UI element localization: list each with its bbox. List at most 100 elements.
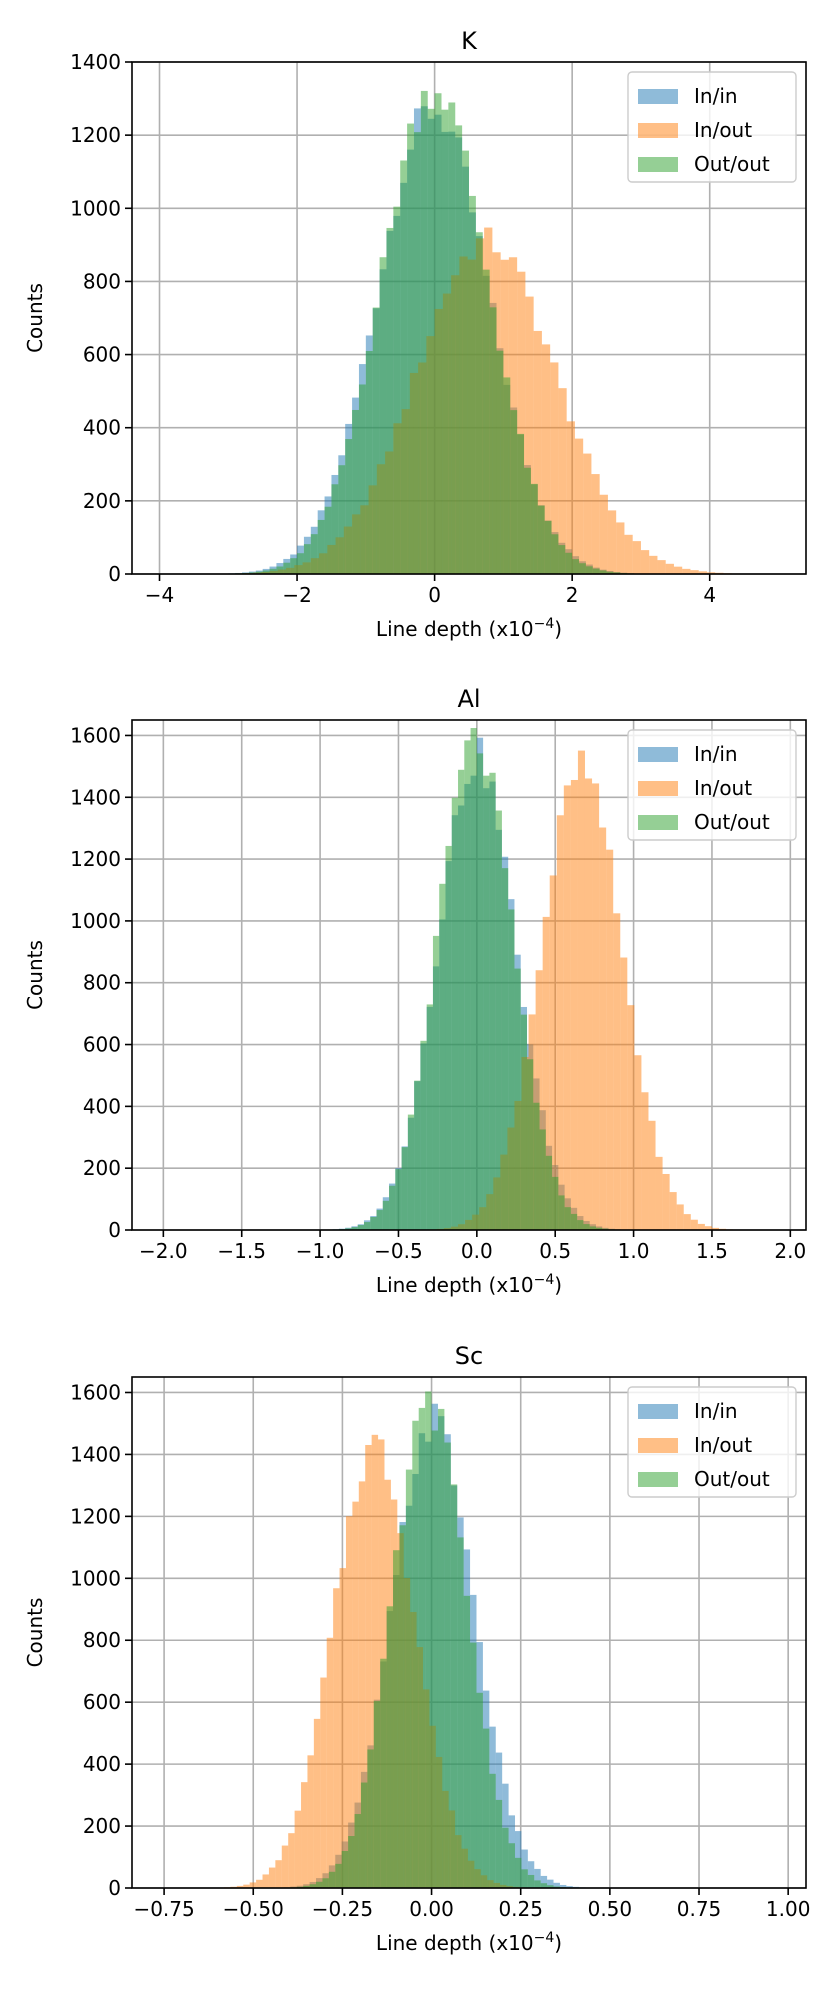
y-tick-label: 1000: [70, 1566, 121, 1590]
y-tick-label: 400: [83, 416, 121, 440]
histogram-bar: [517, 271, 526, 574]
histogram-bar: [544, 520, 552, 574]
x-tick-label: −4: [145, 583, 174, 607]
histogram-bar: [558, 388, 567, 574]
histogram-bar: [563, 785, 571, 1230]
histogram-bar: [395, 1169, 402, 1230]
histogram-bar: [517, 433, 525, 574]
histogram-bar: [606, 571, 614, 574]
histogram-bar: [690, 570, 699, 574]
histogram-bar: [386, 227, 394, 575]
histogram-bar: [624, 534, 633, 574]
histogram-bar: [495, 1799, 503, 1888]
x-tick-label: 0.0: [461, 1239, 493, 1263]
y-tick-label: 1600: [70, 723, 121, 747]
histogram-bar: [577, 750, 585, 1230]
histogram-bar: [431, 1430, 438, 1888]
histogram-bar: [412, 1420, 419, 1888]
legend-label: In/out: [694, 776, 752, 800]
y-tick-label: 1200: [70, 123, 121, 147]
series-out-out: [283, 1391, 573, 1888]
histogram-bar: [520, 1014, 527, 1230]
histogram-bar: [566, 1886, 573, 1888]
histogram-bar: [583, 1224, 590, 1230]
x-tick-label: −2.0: [139, 1239, 188, 1263]
histogram-bar: [550, 362, 559, 574]
histogram-bar: [414, 1080, 421, 1230]
histogram-bar: [448, 102, 456, 575]
histogram-bar: [503, 377, 511, 574]
histogram-bar: [339, 1568, 346, 1888]
histogram-bar: [399, 1525, 406, 1888]
histogram-bar: [572, 559, 580, 574]
histogram-bar: [676, 1204, 684, 1230]
histogram-bar: [540, 1875, 548, 1888]
histogram-bar: [607, 510, 617, 574]
histogram-bar: [434, 93, 442, 575]
histogram-bar: [243, 1884, 250, 1888]
histogram-bar: [599, 570, 607, 574]
histogram-bar: [591, 474, 600, 574]
histogram-bar: [556, 815, 564, 1230]
histogram-bar: [584, 778, 593, 1230]
chart-title: K: [461, 27, 478, 55]
histogram-bar: [585, 566, 593, 574]
y-tick-label: 600: [83, 1033, 121, 1057]
histogram-bar: [657, 560, 666, 574]
legend-label: In/out: [694, 1433, 752, 1457]
histogram-bar: [427, 108, 435, 575]
histogram-bar: [335, 1863, 342, 1888]
histogram-bar: [496, 350, 504, 574]
histogram-bar: [698, 571, 707, 574]
histogram-bar: [683, 1214, 691, 1230]
histogram-bar: [706, 572, 716, 574]
histogram-bar: [269, 568, 277, 574]
histogram-bar: [579, 563, 586, 574]
series-out-out: [332, 728, 622, 1230]
histogram-bar: [540, 1883, 548, 1888]
y-tick-label: 200: [83, 489, 121, 513]
histogram-bar: [372, 307, 380, 574]
histogram-bar: [418, 1407, 426, 1888]
histogram-bar: [370, 1216, 377, 1230]
x-tick-label: 0.25: [498, 1897, 543, 1921]
histogram-bar: [407, 1114, 415, 1230]
histogram-bar: [297, 553, 304, 574]
chart-title: Al: [457, 685, 480, 713]
x-tick-label: 1.00: [766, 1897, 811, 1921]
y-axis-label: Counts: [23, 940, 47, 1010]
y-tick-label: 1000: [70, 196, 121, 220]
chart-panel-k: −4 −2 0 2 4 0 200 400 600 800 1000 1200 1400 K Line de…: [23, 27, 807, 641]
histogram-bar: [457, 1537, 464, 1888]
histogram-bar: [527, 1874, 535, 1888]
y-tick-label: 1000: [70, 909, 121, 933]
x-tick-label: 0.50: [588, 1897, 633, 1921]
histogram-bar: [451, 797, 459, 1230]
histogram-bar: [566, 421, 575, 574]
histogram-bar: [348, 1836, 355, 1888]
histogram-bar: [322, 1878, 329, 1888]
histogram-bar: [606, 849, 614, 1230]
histogram-bar: [665, 563, 674, 574]
histogram-bar: [559, 1884, 567, 1888]
histogram-bar: [508, 1843, 516, 1888]
histogram-bar: [445, 845, 452, 1230]
histogram-bar: [255, 571, 263, 574]
histogram-bar: [552, 1176, 559, 1230]
histogram-bar: [577, 1220, 584, 1230]
x-tick-label: −2: [282, 583, 311, 607]
histogram-bar: [301, 1782, 308, 1888]
histogram-bar: [547, 1879, 554, 1888]
legend-swatch: [638, 1404, 678, 1419]
histogram-bar: [458, 769, 465, 1230]
histogram-bar: [462, 150, 469, 575]
legend: In/in In/out Out/out: [627, 1386, 797, 1498]
histogram-bar: [380, 1658, 387, 1888]
histogram-bar: [437, 1408, 445, 1888]
histogram-bar: [393, 1550, 400, 1888]
histogram-bar: [405, 1469, 413, 1888]
histogram-bar: [545, 1155, 553, 1230]
y-tick-label: 600: [83, 1690, 121, 1714]
histogram-bar: [371, 1434, 379, 1888]
